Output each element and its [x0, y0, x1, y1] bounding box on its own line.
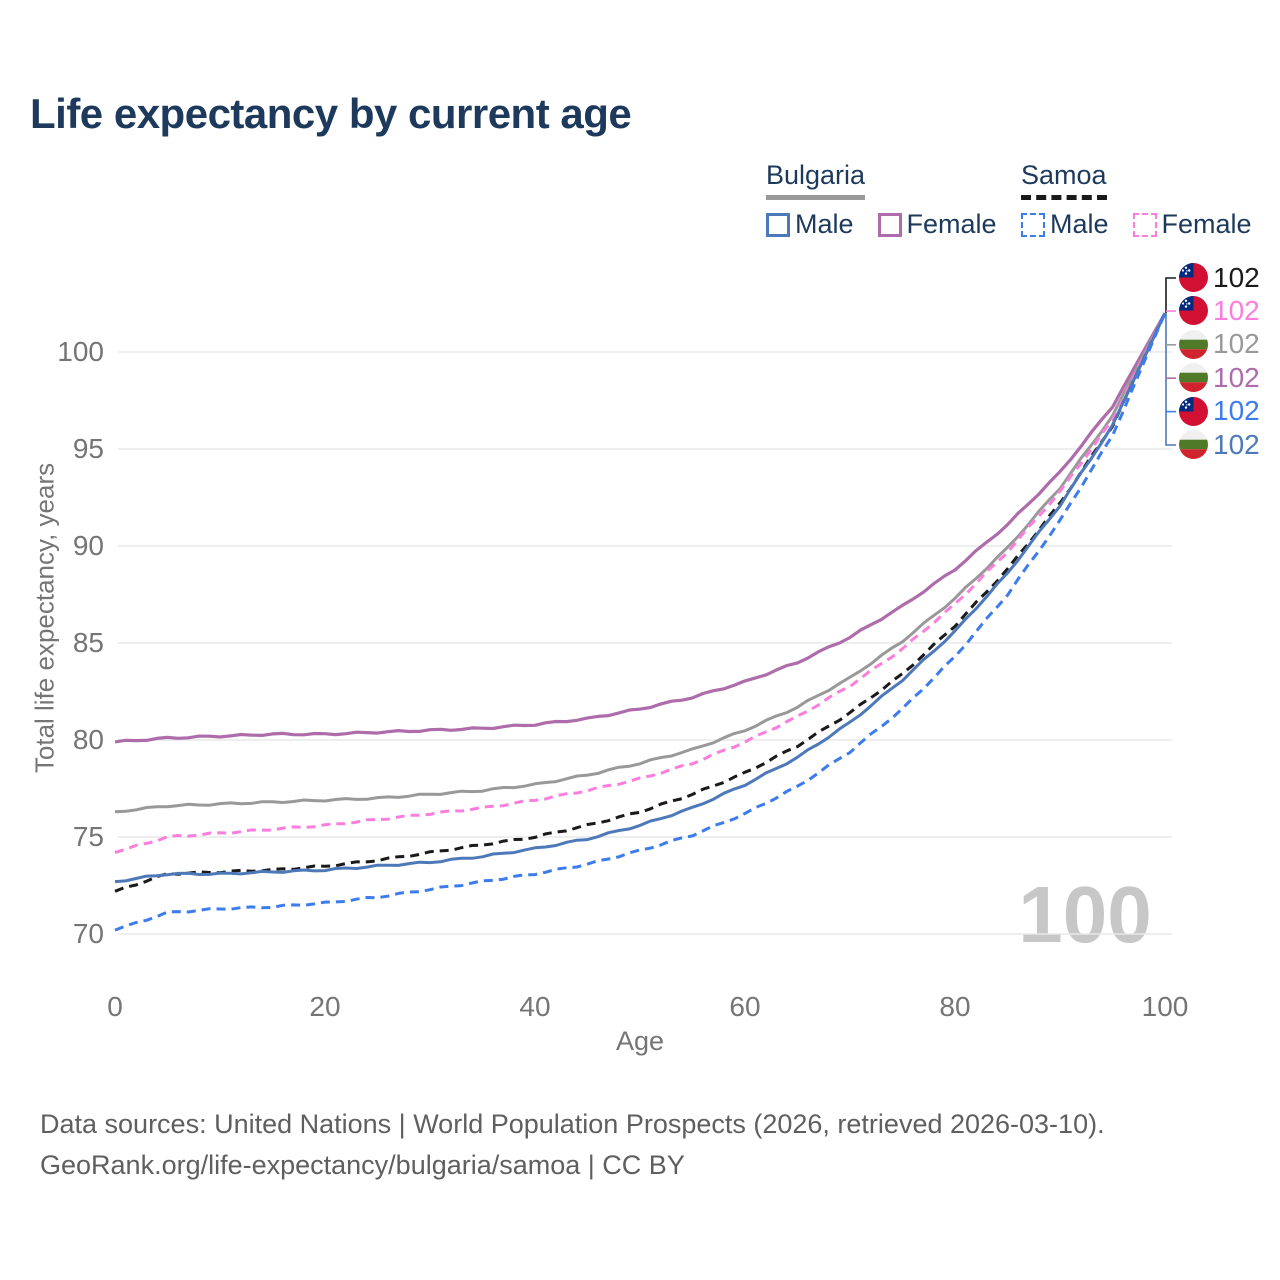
- end-label-samoa-1[interactable]: 102: [1179, 295, 1260, 327]
- legend-item-label: Male: [795, 209, 854, 239]
- leader-line: [1165, 277, 1176, 313]
- bulgaria-female-swatch-icon: [877, 212, 902, 237]
- legend-title-samoa[interactable]: Samoa: [1021, 160, 1107, 200]
- leader-line: [1165, 313, 1176, 446]
- y-tick-label-100: 100: [57, 336, 104, 367]
- end-label-bulgaria-3[interactable]: 102: [1179, 362, 1260, 394]
- end-label-samoa-4[interactable]: 102: [1179, 395, 1260, 427]
- footer-attribution: GeoRank.org/life-expectancy/bulgaria/sam…: [40, 1150, 685, 1180]
- series-line-samoa-male[interactable]: [114, 312, 1167, 932]
- samoa-male-swatch-icon: [1021, 212, 1045, 237]
- legend-item-bulgaria-female[interactable]: Female: [877, 209, 997, 240]
- series-line-samoa[interactable]: [114, 312, 1167, 893]
- series-line-bulgaria-female[interactable]: [114, 312, 1167, 744]
- watermark-100: 100: [1018, 870, 1151, 959]
- end-label-bulgaria-5[interactable]: 102: [1179, 429, 1260, 461]
- legend-item-label: Female: [1161, 209, 1252, 239]
- legend-title-bulgaria[interactable]: Bulgaria: [766, 160, 866, 200]
- samoa-flag-icon: [1179, 396, 1208, 426]
- end-value: 102: [1213, 328, 1260, 360]
- x-tick-label-0: 0: [107, 991, 123, 1022]
- y-tick-label-70: 70: [73, 918, 104, 949]
- samoa-flag-icon: [1179, 296, 1208, 326]
- footer: Data sources: United Nations | World Pop…: [40, 1104, 1105, 1186]
- y-tick-label-75: 75: [73, 821, 104, 852]
- x-axis-title: Age: [615, 1026, 665, 1056]
- page-title: Life expectancy by current age: [30, 90, 632, 137]
- end-value: 102: [1213, 361, 1260, 393]
- y-tick-label-95: 95: [73, 433, 104, 464]
- end-value: 102: [1213, 261, 1260, 293]
- bulgaria-flag-icon: [1179, 329, 1208, 359]
- x-tick-label-60: 60: [729, 991, 760, 1022]
- legend-group-samoa: Samoa Male Female: [1021, 160, 1276, 240]
- bulgaria-flag-icon: [1179, 430, 1208, 459]
- legend-item-samoa-female[interactable]: Female: [1132, 209, 1252, 240]
- x-tick-label-80: 80: [939, 991, 970, 1022]
- series-line-bulgaria-male[interactable]: [114, 312, 1167, 884]
- y-tick-label-80: 80: [73, 724, 104, 755]
- end-value: 102: [1213, 294, 1260, 326]
- samoa-female-swatch-icon: [1132, 212, 1157, 237]
- x-tick-label-100: 100: [1142, 991, 1189, 1022]
- y-axis-title: Total life expectancy, years: [29, 462, 60, 774]
- legend-item-label: Male: [1050, 209, 1109, 239]
- bulgaria-male-swatch-icon: [766, 212, 790, 237]
- end-label-bulgaria-2[interactable]: 102: [1179, 328, 1260, 360]
- end-label-samoa-0[interactable]: 102: [1179, 262, 1260, 294]
- series-line-bulgaria[interactable]: [114, 312, 1167, 814]
- bulgaria-flag-icon: [1179, 363, 1208, 393]
- x-tick-label-40: 40: [519, 991, 550, 1022]
- x-tick-label-20: 20: [309, 991, 340, 1022]
- footer-data-sources: Data sources: United Nations | World Pop…: [40, 1109, 1105, 1139]
- legend-group-bulgaria: Bulgaria Male Female: [766, 160, 1021, 240]
- y-tick-label-90: 90: [73, 530, 104, 561]
- end-value: 102: [1213, 428, 1260, 460]
- legend-item-bulgaria-male[interactable]: Male: [766, 209, 854, 240]
- legend-item-samoa-male[interactable]: Male: [1021, 209, 1109, 240]
- legend-item-label: Female: [906, 209, 997, 239]
- series-line-samoa-female[interactable]: [114, 312, 1167, 854]
- end-value: 102: [1213, 395, 1260, 427]
- samoa-flag-icon: [1179, 263, 1208, 292]
- y-tick-label-85: 85: [73, 627, 104, 658]
